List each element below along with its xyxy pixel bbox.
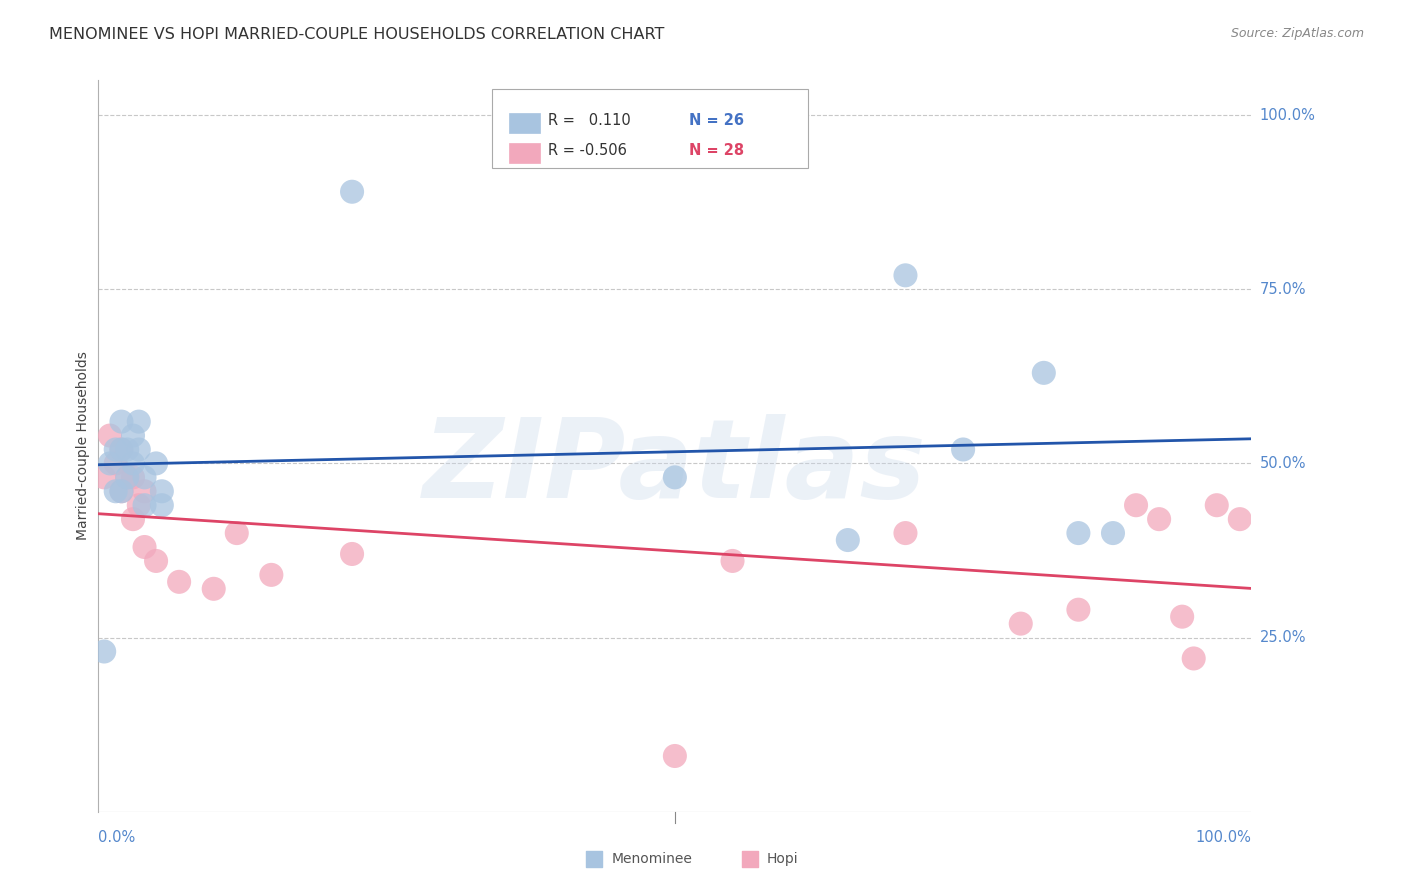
Point — [1067, 526, 1090, 541]
Point — [104, 442, 127, 457]
Text: Menominee: Menominee — [612, 852, 692, 866]
Point — [340, 185, 363, 199]
Point — [134, 470, 156, 484]
Point — [134, 498, 156, 512]
Text: N = 26: N = 26 — [689, 112, 744, 128]
Point — [117, 470, 139, 484]
Point — [664, 470, 686, 484]
Point — [93, 644, 115, 658]
Point — [117, 470, 139, 484]
Point — [150, 498, 173, 512]
Text: R =   0.110: R = 0.110 — [548, 112, 631, 128]
Text: 100.0%: 100.0% — [1260, 108, 1316, 122]
Point — [145, 554, 167, 568]
Text: 50.0%: 50.0% — [1260, 456, 1306, 471]
Text: 0.0%: 0.0% — [98, 830, 135, 845]
Point — [117, 442, 139, 457]
Point — [1102, 526, 1125, 541]
Point — [202, 582, 225, 596]
Point — [134, 484, 156, 499]
Text: R = -0.506: R = -0.506 — [548, 144, 627, 158]
Point — [110, 442, 132, 457]
Point — [104, 484, 127, 499]
Text: N = 28: N = 28 — [689, 144, 744, 158]
Point — [894, 268, 917, 283]
Point — [134, 540, 156, 554]
Point — [122, 428, 145, 442]
Point — [837, 533, 859, 547]
Point — [128, 498, 150, 512]
Point — [128, 415, 150, 429]
Point — [110, 415, 132, 429]
Point — [150, 484, 173, 499]
Point — [110, 484, 132, 499]
Point — [260, 567, 283, 582]
Point — [1010, 616, 1032, 631]
Text: 25.0%: 25.0% — [1260, 630, 1306, 645]
Point — [225, 526, 247, 541]
Text: 100.0%: 100.0% — [1195, 830, 1251, 845]
Point — [1067, 603, 1090, 617]
Point — [104, 457, 127, 471]
Point — [1032, 366, 1054, 380]
Point — [1229, 512, 1251, 526]
Point — [1171, 609, 1194, 624]
Point — [738, 850, 761, 864]
Point — [110, 442, 132, 457]
Point — [93, 470, 115, 484]
Text: Hopi: Hopi — [768, 852, 799, 866]
Point — [128, 442, 150, 457]
Text: MENOMINEE VS HOPI MARRIED-COUPLE HOUSEHOLDS CORRELATION CHART: MENOMINEE VS HOPI MARRIED-COUPLE HOUSEHO… — [49, 27, 665, 42]
Point — [122, 457, 145, 471]
Point — [110, 484, 132, 499]
Point — [167, 574, 190, 589]
Text: Source: ZipAtlas.com: Source: ZipAtlas.com — [1230, 27, 1364, 40]
Text: 75.0%: 75.0% — [1260, 282, 1306, 297]
Point — [952, 442, 974, 457]
Point — [1205, 498, 1227, 512]
Point — [122, 470, 145, 484]
Point — [1182, 651, 1205, 665]
Text: ZIPatlas: ZIPatlas — [423, 415, 927, 522]
Point — [721, 554, 744, 568]
Point — [98, 457, 121, 471]
Point — [340, 547, 363, 561]
Point — [145, 457, 167, 471]
Point — [1147, 512, 1170, 526]
Point — [1125, 498, 1147, 512]
Point — [98, 428, 121, 442]
Point — [894, 526, 917, 541]
Y-axis label: Married-couple Households: Married-couple Households — [76, 351, 90, 541]
Point — [122, 512, 145, 526]
Point — [583, 850, 606, 864]
Point — [664, 749, 686, 764]
